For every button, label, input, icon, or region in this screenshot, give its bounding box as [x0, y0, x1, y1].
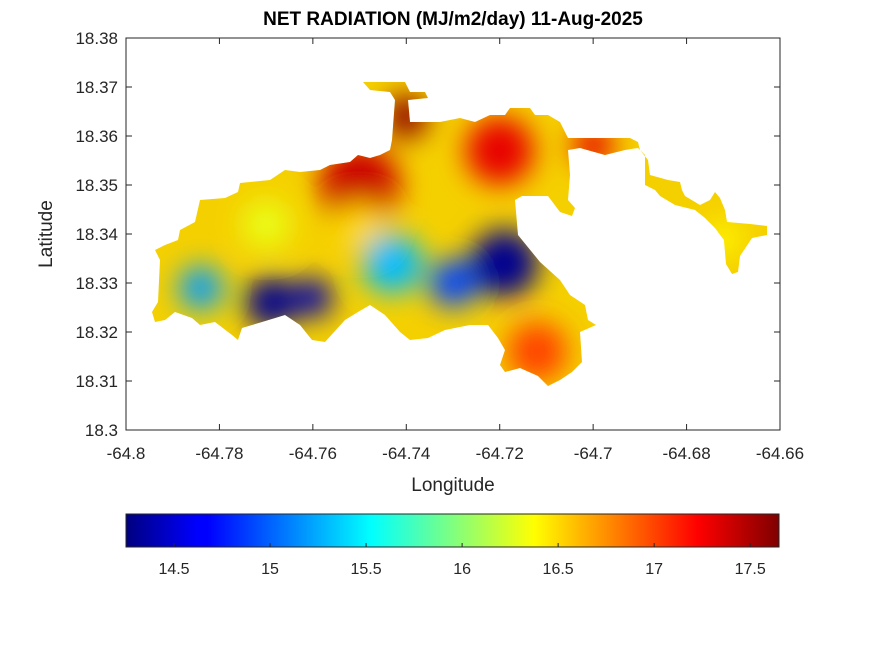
field-hotspot — [242, 200, 291, 249]
field-hotspot — [465, 116, 534, 185]
x-tick-label: -64.76 — [289, 444, 337, 463]
colorbar-tick-label: 16.5 — [543, 561, 574, 578]
x-axis-ticks: -64.8 -64.78 -64.76 -64.74 -64.72 -64.7 -64.68… — [107, 38, 804, 463]
colorbar-tick-label: 15.5 — [351, 561, 382, 578]
colorbar-ticks: 14.5 15 15.5 16 16.5 17 17.5 — [158, 543, 766, 578]
colorbar-tick-label: 17 — [645, 561, 663, 578]
colorbar-tick-label: 15 — [261, 561, 279, 578]
y-axis-label: Latitude — [36, 200, 57, 268]
y-tick-label: 18.32 — [75, 323, 118, 342]
y-tick-label: 18.34 — [75, 225, 118, 244]
x-tick-label: -64.78 — [195, 444, 243, 463]
y-axis-ticks: 18.3 18.31 18.32 18.33 18.34 18.35 18.36 18.37 1… — [75, 29, 780, 440]
y-tick-label: 18.31 — [75, 372, 118, 391]
x-tick-label: -64.7 — [574, 444, 613, 463]
colorbar-tick-label: 16 — [453, 561, 471, 578]
chart-title: NET RADIATION (MJ/m2/day) 11-Aug-2025 — [263, 9, 643, 30]
y-tick-label: 18.37 — [75, 78, 118, 97]
y-tick-label: 18.38 — [75, 29, 118, 48]
x-tick-label: -64.68 — [662, 444, 710, 463]
x-tick-label: -64.66 — [756, 444, 804, 463]
field-hotspot — [178, 265, 223, 310]
x-tick-label: -64.72 — [476, 444, 524, 463]
field-hotspot — [429, 259, 477, 307]
field-hotspot — [337, 202, 382, 247]
y-tick-label: 18.33 — [75, 274, 118, 293]
field-hotspot — [507, 321, 568, 382]
y-tick-label: 18.3 — [85, 421, 118, 440]
field-hotspot — [470, 229, 539, 298]
field-hotspot — [319, 145, 400, 225]
y-tick-label: 18.35 — [75, 176, 118, 195]
colorbar-tick-label: 17.5 — [735, 561, 766, 578]
x-tick-label: -64.8 — [107, 444, 146, 463]
field-hotspot — [292, 277, 333, 318]
y-tick-label: 18.36 — [75, 127, 118, 146]
x-axis-label: Longitude — [411, 475, 494, 496]
x-tick-label: -64.74 — [382, 444, 430, 463]
colorbar-tick-label: 14.5 — [158, 561, 189, 578]
field-hotspot — [362, 233, 423, 294]
colorbar — [125, 513, 780, 548]
